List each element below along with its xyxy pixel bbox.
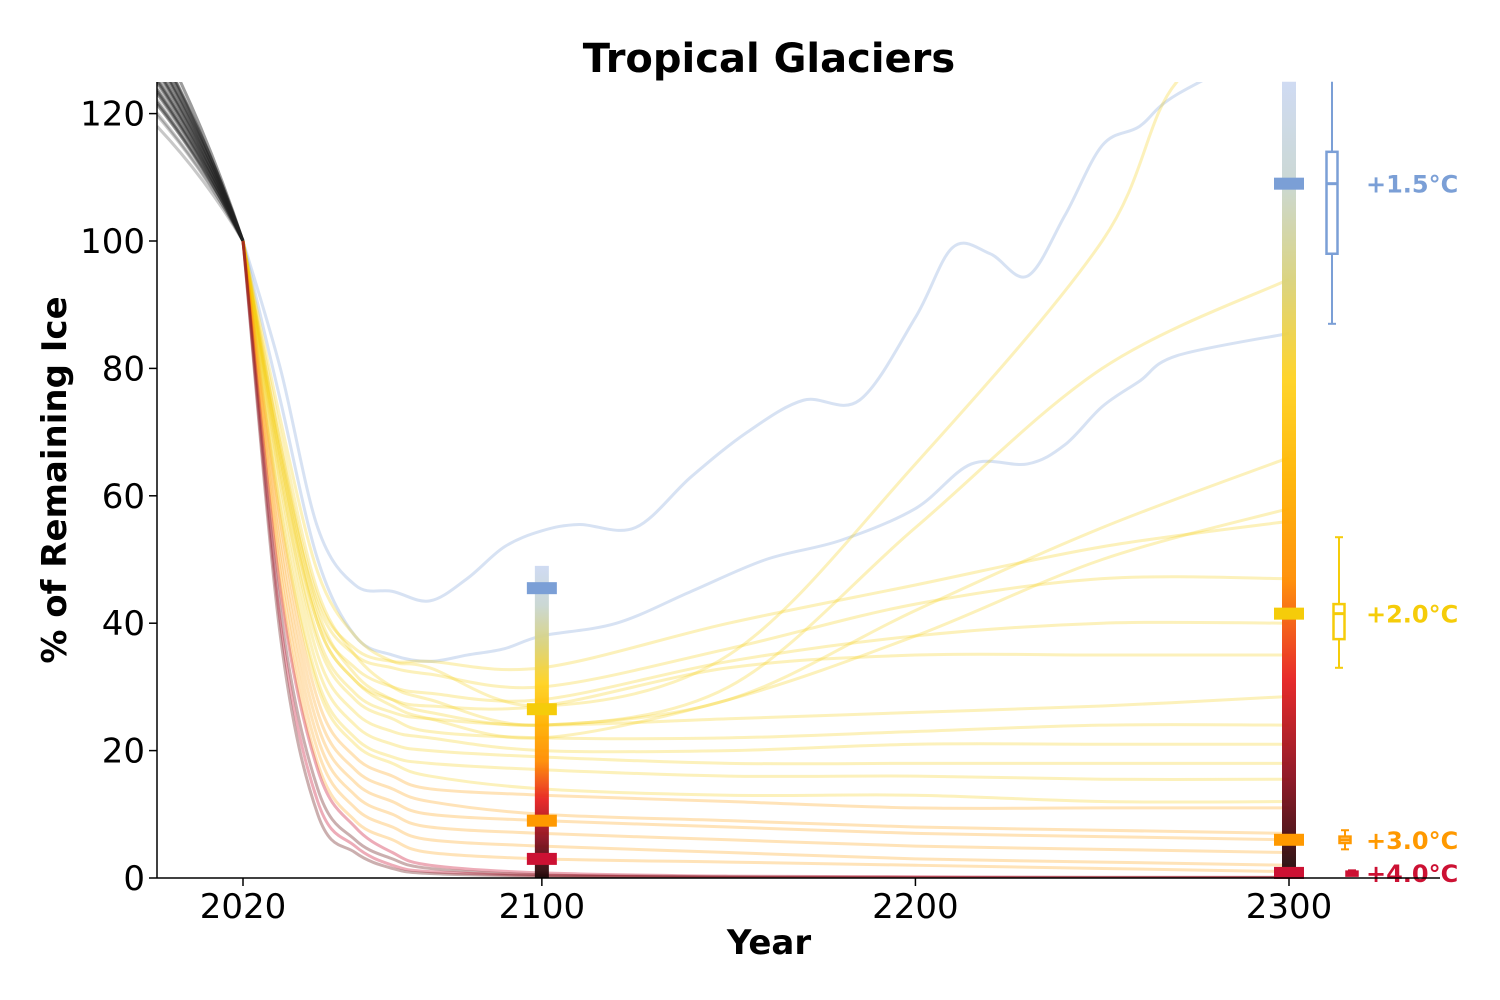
y-tick-label: 100 [80, 222, 145, 262]
historical-line [157, 82, 245, 242]
series-line [241, 240, 1289, 878]
series-line [241, 82, 1179, 708]
median-2300-marker [1274, 866, 1304, 879]
series-line [241, 240, 1290, 703]
historical-line [157, 125, 245, 242]
historical-line [167, 82, 245, 242]
series-line [241, 240, 1290, 727]
series-line [241, 240, 1290, 867]
y-tick-label: 40 [102, 604, 145, 644]
historical-line [157, 101, 245, 242]
historical-line [173, 82, 245, 242]
series-line [241, 240, 1290, 741]
series-line [241, 240, 1290, 804]
series-line [241, 240, 1290, 663]
x-tick-label: 2200 [872, 887, 959, 927]
historical-line [157, 90, 245, 242]
scenario-label: +1.5°C [1366, 171, 1458, 199]
historical-line [157, 82, 245, 242]
y-tick-label: 60 [102, 477, 145, 517]
series-line [241, 240, 1290, 727]
y-tick-label: 0 [123, 859, 145, 899]
axes: +1.5°C +2.0°C +3.0°C +4.0°C 2020 2100 2200 2300… [80, 81, 1458, 927]
x-tick-label: 2300 [1246, 887, 1333, 927]
median-2300-marker [1274, 833, 1304, 846]
historical-line [174, 82, 245, 242]
series-line [241, 240, 1290, 727]
column-2100 [534, 565, 549, 878]
historical-line [157, 88, 245, 242]
series-line [241, 240, 1290, 855]
y-tick-label: 80 [102, 349, 145, 389]
chart-title: Tropical Glaciers [583, 36, 955, 82]
series-line [241, 240, 1290, 842]
historical-line [157, 82, 245, 242]
series-line [241, 240, 1289, 754]
series-line [241, 240, 1290, 782]
x-axis-label: Year [726, 923, 812, 963]
historical-line [163, 82, 245, 242]
scenario-label: +3.0°C [1366, 827, 1458, 855]
series-line [241, 240, 1290, 740]
series-line [241, 240, 1290, 690]
scenario-label: +4.0°C [1366, 860, 1458, 888]
y-tick-label: 20 [102, 732, 145, 772]
median-2100-marker [526, 814, 557, 827]
median-2100-marker [526, 582, 557, 595]
x-tick-label: 2020 [200, 887, 287, 927]
historical-line [168, 82, 245, 242]
series-line [241, 82, 1203, 603]
series-line [241, 240, 1290, 672]
historical-line [157, 103, 245, 242]
historical-line [157, 92, 245, 242]
box [1332, 602, 1346, 641]
scenario-label: +2.0°C [1366, 601, 1458, 629]
median-2300-marker [1274, 177, 1304, 190]
y-tick-label: 120 [80, 95, 145, 135]
series-line [241, 240, 1290, 874]
median-2300-marker [1274, 607, 1304, 620]
series-line [241, 240, 1290, 835]
historical-line [157, 114, 245, 242]
historical-line [157, 99, 245, 242]
series-line [241, 240, 1290, 878]
plot-area [157, 82, 1290, 878]
series-line [241, 240, 1289, 711]
historical-line [157, 112, 245, 242]
historical-line [178, 82, 245, 242]
series-line [241, 240, 1289, 766]
historical-line [172, 82, 245, 242]
series-line [241, 240, 1289, 810]
median-2100-marker [526, 703, 557, 716]
box [1325, 150, 1339, 255]
column-2300 [1282, 81, 1296, 878]
x-tick-label: 2100 [499, 887, 586, 927]
historical-line [169, 82, 245, 242]
y-axis-label: % of Remaining Ice [35, 296, 75, 663]
historical-line [161, 82, 245, 242]
historical-line [164, 82, 245, 242]
median-2100-marker [526, 852, 557, 865]
